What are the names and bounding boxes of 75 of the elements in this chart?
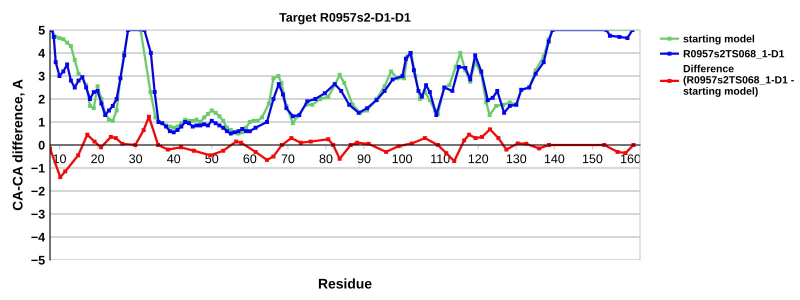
legend-label: Difference (R0957s2TS068_1-D1 - starting model) (683, 64, 794, 97)
point (108, 135, 113, 139)
y-tick-label: −1 (31, 164, 45, 173)
x-tick-label: 70 (282, 154, 294, 164)
point (298, 140, 303, 145)
y-tick-label: −2 (31, 186, 45, 196)
x-tick-label: 20 (91, 154, 104, 164)
point (366, 142, 371, 146)
point (166, 148, 170, 152)
point (326, 137, 330, 142)
point (504, 148, 508, 152)
point (496, 136, 500, 140)
y-tick-label: −4 (31, 232, 46, 242)
point (265, 158, 269, 162)
point (537, 146, 542, 150)
point (480, 135, 484, 139)
point (452, 159, 456, 164)
point (99, 145, 103, 150)
point (239, 140, 244, 145)
x-tick-label: 60 (244, 154, 256, 164)
point (178, 145, 183, 150)
y-tick-label: 2 (38, 94, 45, 104)
point (92, 140, 96, 144)
x-tick-label: 90 (358, 154, 370, 164)
point (76, 153, 80, 158)
point (524, 142, 528, 146)
point (632, 143, 636, 147)
x-tick-label: 140 (544, 154, 564, 164)
x-tick-label: 30 (129, 154, 142, 164)
point (547, 143, 551, 147)
point (85, 132, 90, 137)
point (474, 136, 478, 140)
point (63, 170, 68, 174)
point (280, 143, 284, 147)
point (114, 136, 118, 140)
point (289, 136, 294, 140)
point (254, 150, 258, 154)
point (436, 143, 440, 147)
y-tick-label: 0 (38, 140, 45, 150)
x-tick-label: 40 (167, 154, 180, 164)
point (384, 150, 388, 154)
y-tick-label: −5 (31, 256, 45, 265)
point (488, 127, 492, 132)
point (271, 154, 276, 158)
x-tick-label: 120 (468, 154, 488, 164)
y-axis-title: CA-CA difference, A (12, 80, 25, 210)
x-tick-label: 130 (506, 154, 526, 164)
x-axis-title: Residue (318, 278, 372, 289)
y-tick-label: 4 (38, 48, 46, 58)
point (142, 128, 146, 132)
point (467, 132, 472, 137)
point (355, 140, 360, 145)
point (338, 156, 342, 161)
chart-title: Target R0957s2-D1-D1 (279, 12, 411, 24)
point (156, 143, 160, 147)
y-tick-label: −3 (31, 210, 45, 219)
point (308, 140, 313, 144)
y-tick-label: 1 (38, 118, 45, 127)
point (147, 114, 151, 119)
y-tick-label: 3 (38, 72, 45, 81)
point (462, 138, 466, 142)
point (422, 136, 427, 140)
point (396, 144, 401, 148)
point (192, 148, 196, 153)
legend-label: starting model (683, 34, 754, 45)
point (234, 140, 238, 144)
x-tick-label: 150 (582, 154, 602, 164)
point (616, 150, 620, 154)
point (221, 148, 226, 153)
y-tick-label: 5 (38, 26, 45, 35)
point (58, 175, 62, 180)
x-tick-label: 100 (392, 154, 412, 164)
legend-label: R0957s2TS068_1-D1 (684, 50, 784, 59)
point (120, 142, 124, 146)
x-tick-label: 80 (320, 154, 332, 164)
